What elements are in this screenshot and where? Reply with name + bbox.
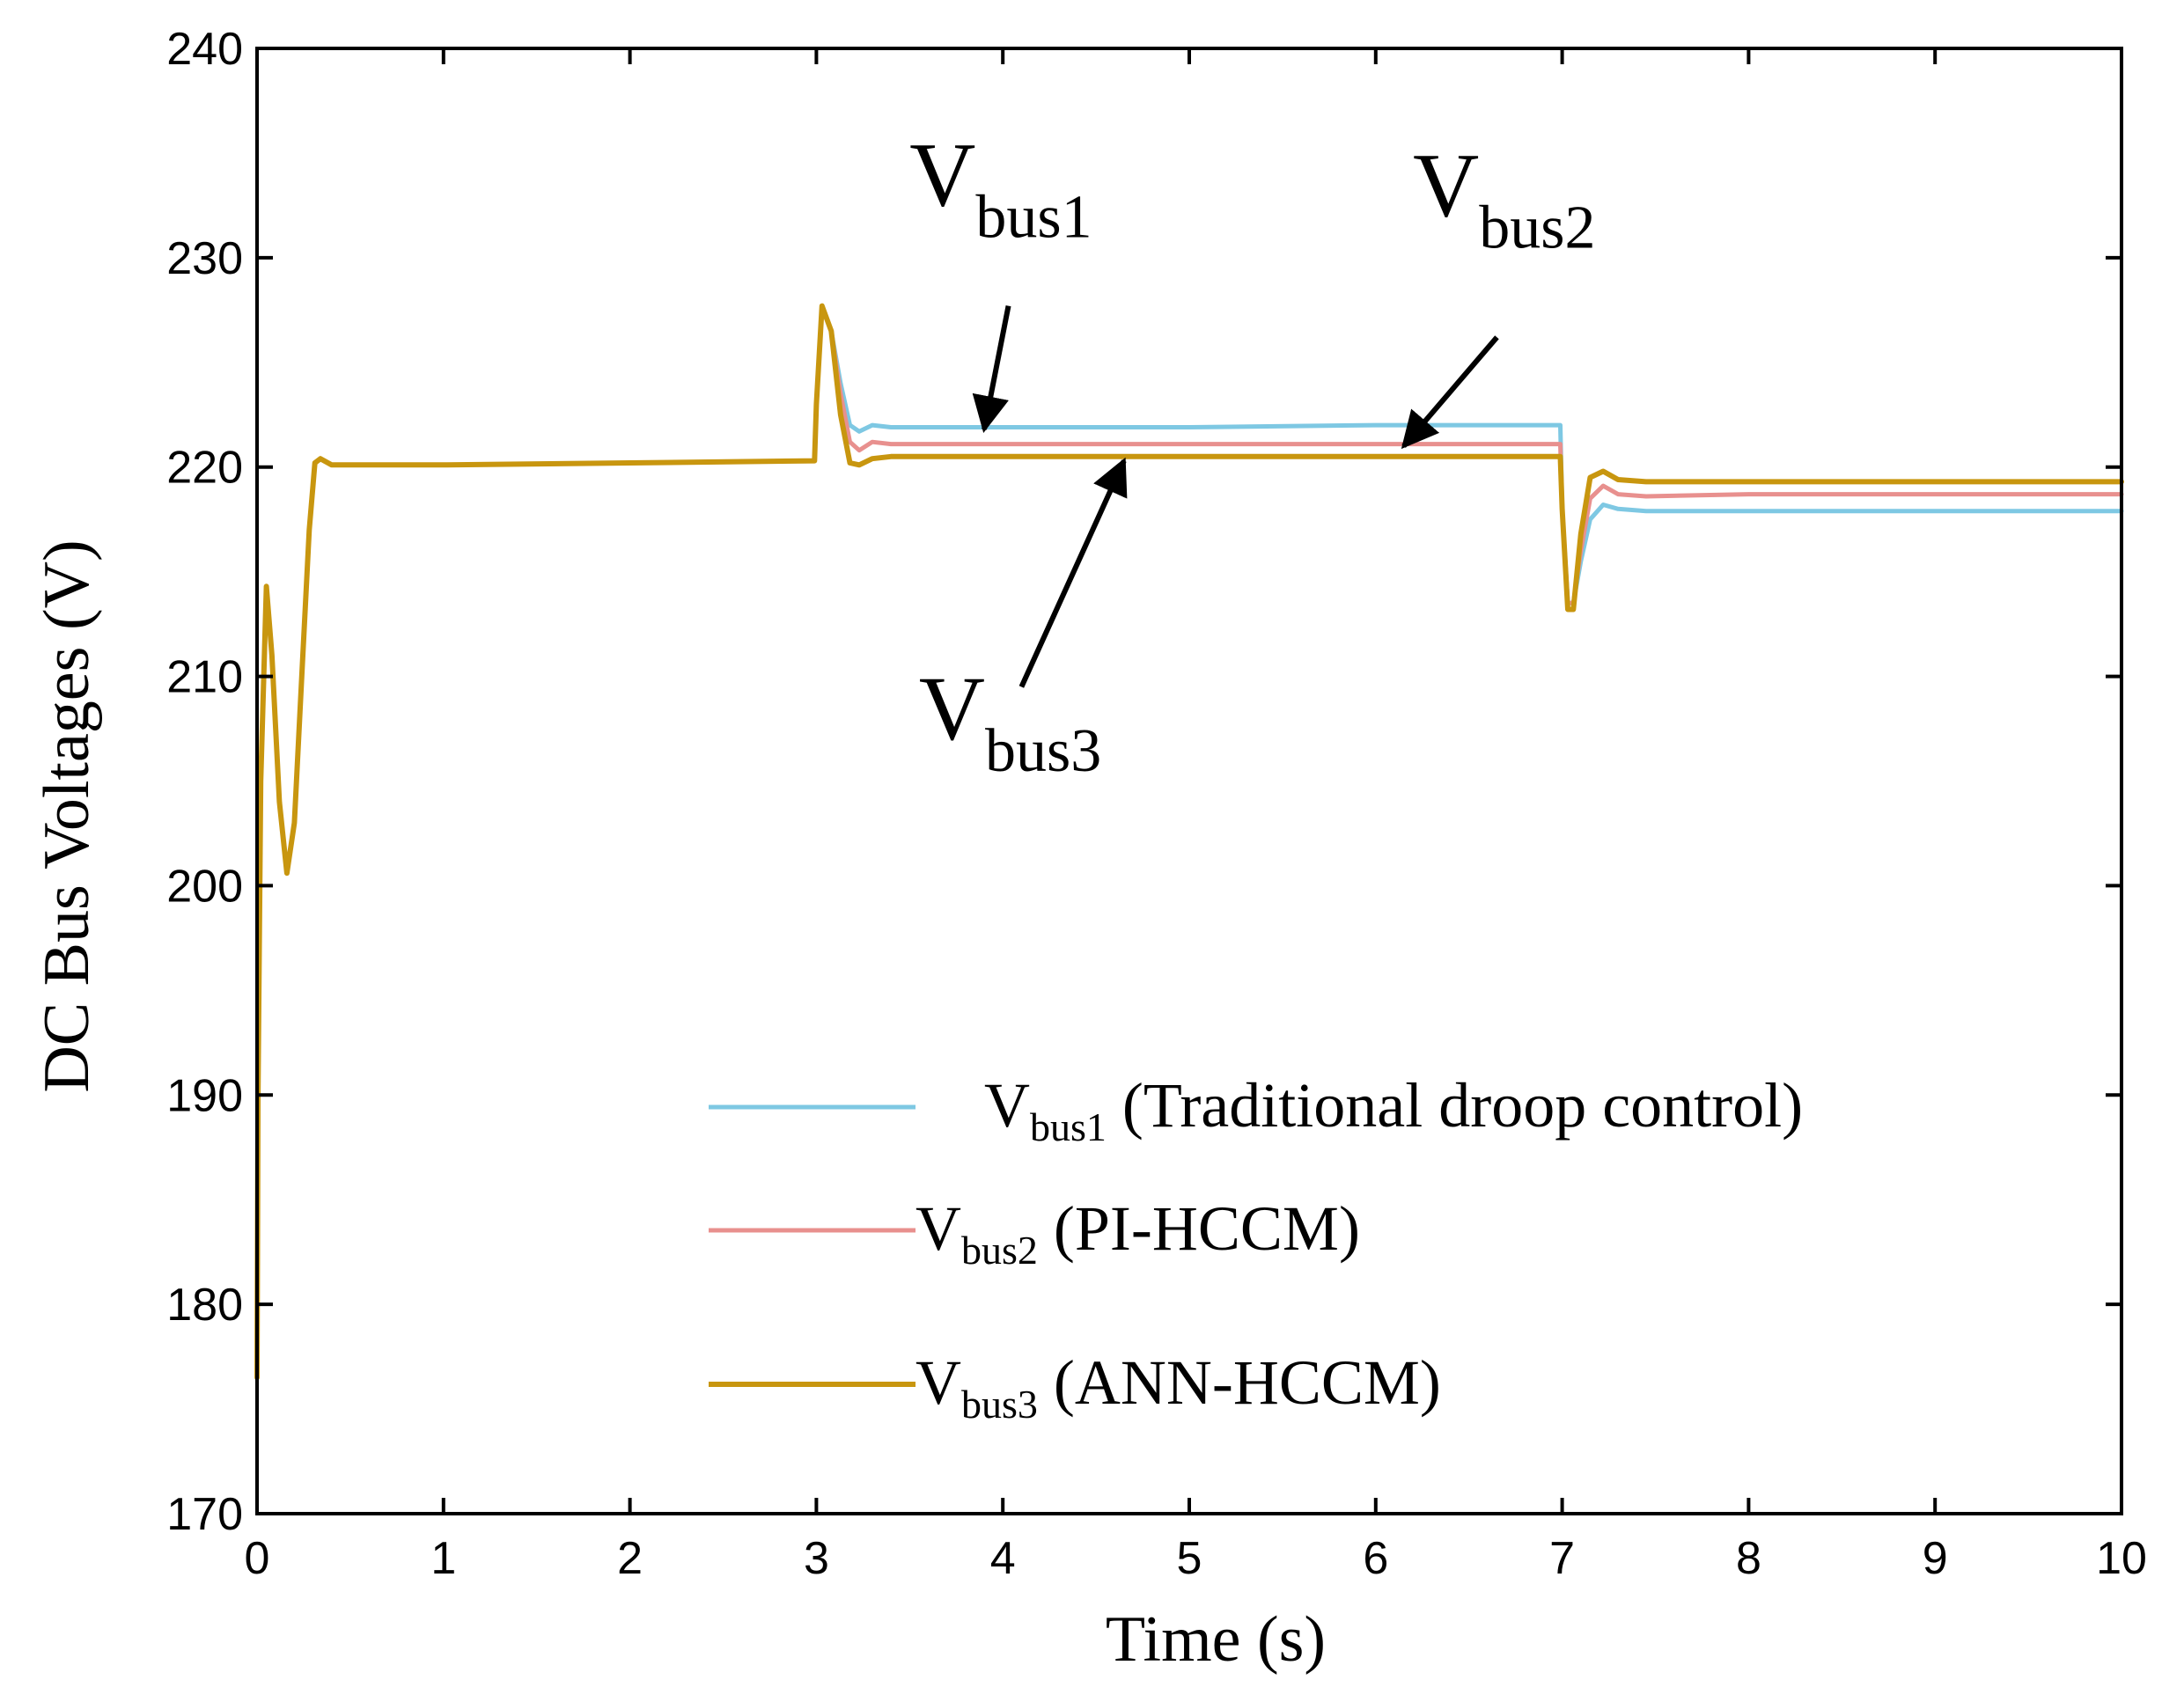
y-tick-label: 230: [166, 233, 243, 284]
legend-label-bus3: Vbus3 (ANN-HCCM): [916, 1347, 1441, 1427]
x-tick-label: 6: [1363, 1533, 1388, 1584]
legend-label-main: V: [916, 1193, 961, 1264]
annotation-main: V: [1413, 135, 1479, 236]
x-tick-label: 10: [2096, 1533, 2147, 1584]
y-tick-label: 200: [166, 861, 243, 912]
x-tick-label: 9: [1923, 1533, 1948, 1584]
legend-label-bus2: Vbus2 (PI-HCCM): [916, 1193, 1360, 1273]
y-tick-label: 180: [166, 1280, 243, 1331]
y-tick-label: 190: [166, 1070, 243, 1121]
legend-label-description: (PI-HCCM): [1038, 1193, 1360, 1264]
x-tick-label: 4: [990, 1533, 1016, 1584]
legend-label-subscript: bus1: [1030, 1104, 1107, 1149]
x-tick-label: 8: [1736, 1533, 1761, 1584]
legend-label-subscript: bus3: [961, 1382, 1038, 1427]
legend-label-main: V: [984, 1070, 1030, 1141]
x-tick-label: 2: [617, 1533, 643, 1584]
annotation-subscript: bus1: [975, 183, 1092, 251]
annotation-label-bus1: Vbus1: [909, 124, 1092, 251]
x-tick-label: 0: [245, 1533, 270, 1584]
x-tick-label: 7: [1549, 1533, 1575, 1584]
legend-label-bus1: Vbus1 (Traditional droop control): [984, 1070, 1803, 1149]
y-tick-label: 240: [166, 24, 243, 75]
y-tick-label: 210: [166, 652, 243, 703]
y-tick-label: 220: [166, 443, 243, 494]
legend-label-main: V: [916, 1347, 961, 1418]
x-tick-label: 3: [804, 1533, 829, 1584]
x-tick-label: 1: [430, 1533, 456, 1584]
series-lines: [254, 303, 2124, 1381]
annotation-label-bus2: Vbus2: [1413, 135, 1595, 261]
axis-ticks: 0 1 2 3 4 5 6 7 8 9 10 170 180 190 200 210 220 230 240: [166, 24, 2147, 1584]
annotation-subscript: bus3: [985, 717, 1101, 785]
x-tick-label: 5: [1177, 1533, 1202, 1584]
annotation-label-bus3: Vbus3: [919, 658, 1101, 785]
annotation-arrow-bus3: [1018, 457, 1128, 688]
legend-label-subscript: bus2: [961, 1228, 1038, 1273]
legend-label-description: (ANN-HCCM): [1038, 1347, 1441, 1418]
annotation-main: V: [919, 658, 985, 759]
legend-label-description: (Traditional droop control): [1107, 1070, 1803, 1141]
annotation-arrow-bus1: [972, 304, 1011, 434]
series-line-bus3: [254, 303, 2124, 1381]
x-axis-title: Time (s): [1106, 1603, 1326, 1676]
plot-frame: [255, 47, 2123, 1515]
annotation-main: V: [909, 124, 975, 225]
annotation-subscript: bus2: [1479, 194, 1595, 261]
y-tick-label: 170: [166, 1489, 243, 1540]
legend: Vbus1 (Traditional droop control)Vbus2 (…: [709, 1070, 1803, 1427]
annotation-arrow-bus2: [1401, 335, 1499, 450]
plot-area-border: [255, 47, 2123, 1515]
y-axis-title: DC Bus Voltages (V): [31, 539, 103, 1092]
